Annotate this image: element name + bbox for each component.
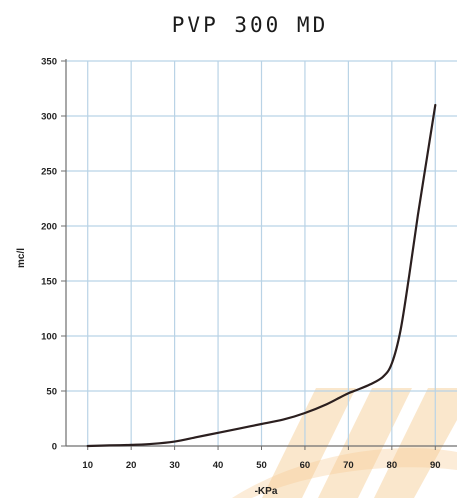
y-tick-label-250: 250 xyxy=(41,167,57,178)
x-tick-label-10: 10 xyxy=(82,460,93,471)
x-tick-label-40: 40 xyxy=(213,460,224,471)
y-tick-label-50: 50 xyxy=(46,387,57,398)
y-tick-label-350: 350 xyxy=(41,57,57,68)
x-tick-label-20: 20 xyxy=(126,460,137,471)
tick-labels: 0 50 100 150 200 250 300 350 10 20 30 40 50 60 70 80 90 xyxy=(41,57,440,472)
x-tick-label-30: 30 xyxy=(169,460,180,471)
y-tick-label-0: 0 xyxy=(52,442,57,453)
watermark-stripe-2 xyxy=(318,388,412,498)
watermark-arc xyxy=(232,448,457,498)
series-layer xyxy=(86,103,437,448)
chart-title: PVP 300 MD xyxy=(172,13,328,37)
chart-grid xyxy=(66,60,457,446)
x-tick-label-50: 50 xyxy=(256,460,267,471)
watermark-stripe-3 xyxy=(374,388,457,498)
watermark-stripe-1 xyxy=(262,388,356,498)
x-tick-label-90: 90 xyxy=(430,460,441,471)
series-line-1 xyxy=(86,103,437,448)
y-axis-label: mc/l xyxy=(16,248,27,268)
x-tick-label-80: 80 xyxy=(387,460,398,471)
watermark-graphic xyxy=(232,388,457,498)
y-tick-label-300: 300 xyxy=(41,112,57,123)
x-axis-label: -KPa xyxy=(255,486,278,497)
x-tick-label-70: 70 xyxy=(343,460,354,471)
y-tick-label-200: 200 xyxy=(41,222,57,233)
x-tick-label-60: 60 xyxy=(300,460,311,471)
y-tick-label-150: 150 xyxy=(41,277,57,288)
y-tick-label-100: 100 xyxy=(41,332,57,343)
